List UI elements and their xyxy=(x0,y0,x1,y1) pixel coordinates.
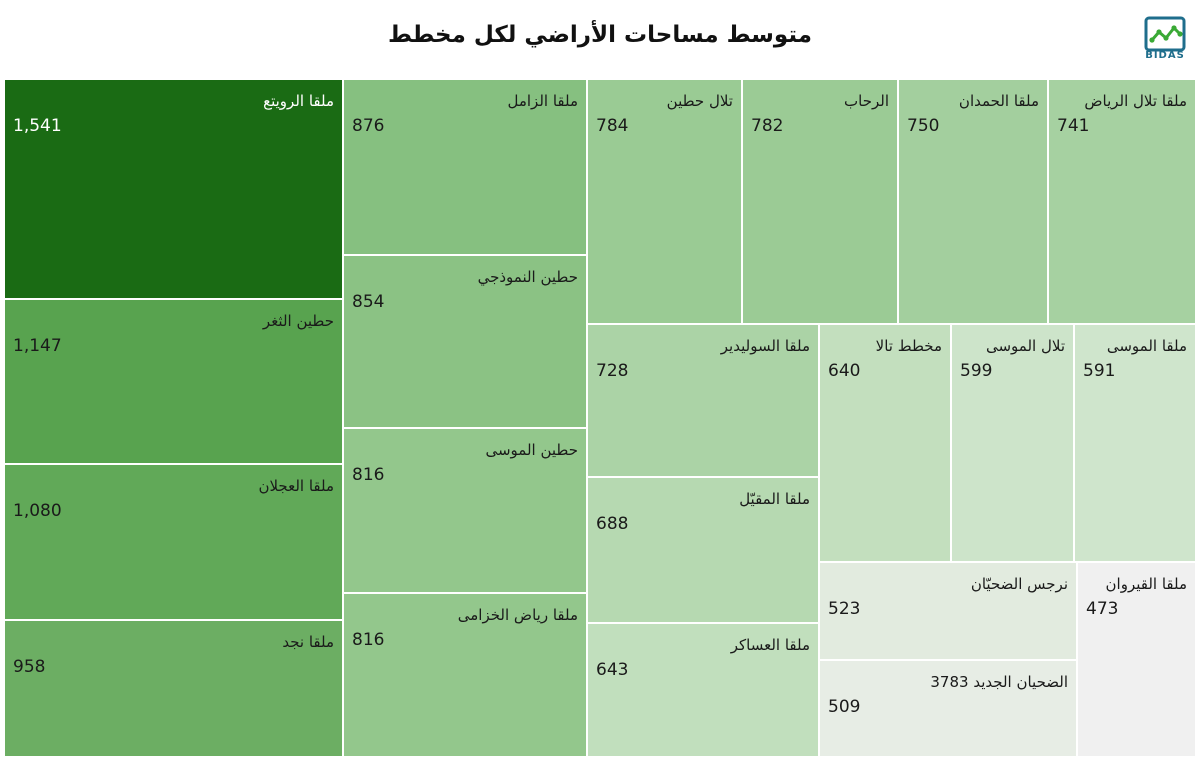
tile-value: 643 xyxy=(596,660,629,680)
treemap-tile[interactable]: ملقا الموسى 591 xyxy=(1074,324,1196,562)
treemap-tile[interactable]: حطين الثغر 1,147 xyxy=(4,299,343,464)
tile-value: 640 xyxy=(828,361,861,381)
tile-label: ملقا الرويتع xyxy=(263,92,334,110)
tile-label: ملقا نجد xyxy=(282,633,334,651)
tile-value: 816 xyxy=(352,630,385,650)
tile-label: الرحاب xyxy=(844,92,889,110)
tile-value: 599 xyxy=(960,361,993,381)
tile-value: 688 xyxy=(596,514,629,534)
treemap-tile[interactable]: نرجس الضحيّان 523 xyxy=(819,562,1077,660)
tile-label: مخطط تالا xyxy=(875,337,942,355)
bidas-logo-icon xyxy=(1144,16,1186,52)
tile-label: ملقا المقيّل xyxy=(739,490,810,508)
tile-label: تلال الموسى xyxy=(985,337,1065,355)
treemap-tile[interactable]: الضحيان الجديد 3783 509 xyxy=(819,660,1077,757)
treemap-tile[interactable]: حطين الموسى 816 xyxy=(343,428,587,593)
tile-value: 876 xyxy=(352,116,385,136)
treemap-tile[interactable]: ملقا نجد 958 xyxy=(4,620,343,757)
treemap-tile[interactable]: ملقا الحمدان 750 xyxy=(898,79,1048,324)
treemap-tile[interactable]: ملقا تلال الرياض 741 xyxy=(1048,79,1196,324)
tile-value: 473 xyxy=(1086,599,1119,619)
treemap-tile[interactable]: مخطط تالا 640 xyxy=(819,324,951,562)
tile-label: ملقا الموسى xyxy=(1106,337,1187,355)
tile-value: 816 xyxy=(352,465,385,485)
tile-label: الضحيان الجديد 3783 xyxy=(930,673,1068,691)
treemap-tile[interactable]: ملقا المقيّل 688 xyxy=(587,477,819,623)
treemap-tile[interactable]: ملقا القيروان 473 xyxy=(1077,562,1196,757)
tile-label: ملقا السوليدير xyxy=(720,337,810,355)
treemap-tile[interactable]: تلال الموسى 599 xyxy=(951,324,1074,562)
tile-value: 1,080 xyxy=(13,501,62,521)
tile-label: ملقا القيروان xyxy=(1105,575,1187,593)
treemap-tile[interactable]: حطين النموذجي 854 xyxy=(343,255,587,428)
brand-name: BIDAS xyxy=(1145,50,1185,61)
tile-label: حطين النموذجي xyxy=(477,268,578,286)
tile-label: ملقا رياض الخزامى xyxy=(457,606,578,624)
tile-label: نرجس الضحيّان xyxy=(970,575,1068,593)
treemap-tile[interactable]: ملقا رياض الخزامى 816 xyxy=(343,593,587,757)
tile-value: 1,147 xyxy=(13,336,62,356)
tile-label: حطين الموسى xyxy=(485,441,578,459)
tile-value: 591 xyxy=(1083,361,1116,381)
tile-value: 750 xyxy=(907,116,940,136)
treemap-tile[interactable]: ملقا الزامل 876 xyxy=(343,79,587,255)
treemap-tile[interactable]: تلال حطين 784 xyxy=(587,79,742,324)
tile-label: ملقا العساكر xyxy=(730,636,810,654)
tile-label: تلال حطين xyxy=(666,92,733,110)
tile-value: 741 xyxy=(1057,116,1090,136)
tile-value: 523 xyxy=(828,599,861,619)
treemap-tile[interactable]: ملقا العجلان 1,080 xyxy=(4,464,343,620)
treemap-tile[interactable]: الرحاب 782 xyxy=(742,79,898,324)
treemap-chart: ملقا الرويتع 1,541 حطين الثغر 1,147 ملقا الع… xyxy=(4,79,1196,757)
tile-label: ملقا الحمدان xyxy=(958,92,1039,110)
treemap-tile[interactable]: ملقا السوليدير 728 xyxy=(587,324,819,477)
tile-label: ملقا تلال الرياض xyxy=(1084,92,1187,110)
tile-value: 728 xyxy=(596,361,629,381)
tile-label: ملقا الزامل xyxy=(507,92,578,110)
chart-title: متوسط مساحات الأراضي لكل مخطط xyxy=(388,22,812,48)
tile-value: 509 xyxy=(828,697,861,717)
treemap-tile[interactable]: ملقا الرويتع 1,541 xyxy=(4,79,343,299)
tile-value: 1,541 xyxy=(13,116,62,136)
tile-value: 854 xyxy=(352,292,385,312)
tile-value: 958 xyxy=(13,657,46,677)
tile-value: 784 xyxy=(596,116,629,136)
tile-value: 782 xyxy=(751,116,784,136)
treemap-tile[interactable]: ملقا العساكر 643 xyxy=(587,623,819,757)
tile-label: ملقا العجلان xyxy=(258,477,334,495)
tile-label: حطين الثغر xyxy=(262,312,334,330)
